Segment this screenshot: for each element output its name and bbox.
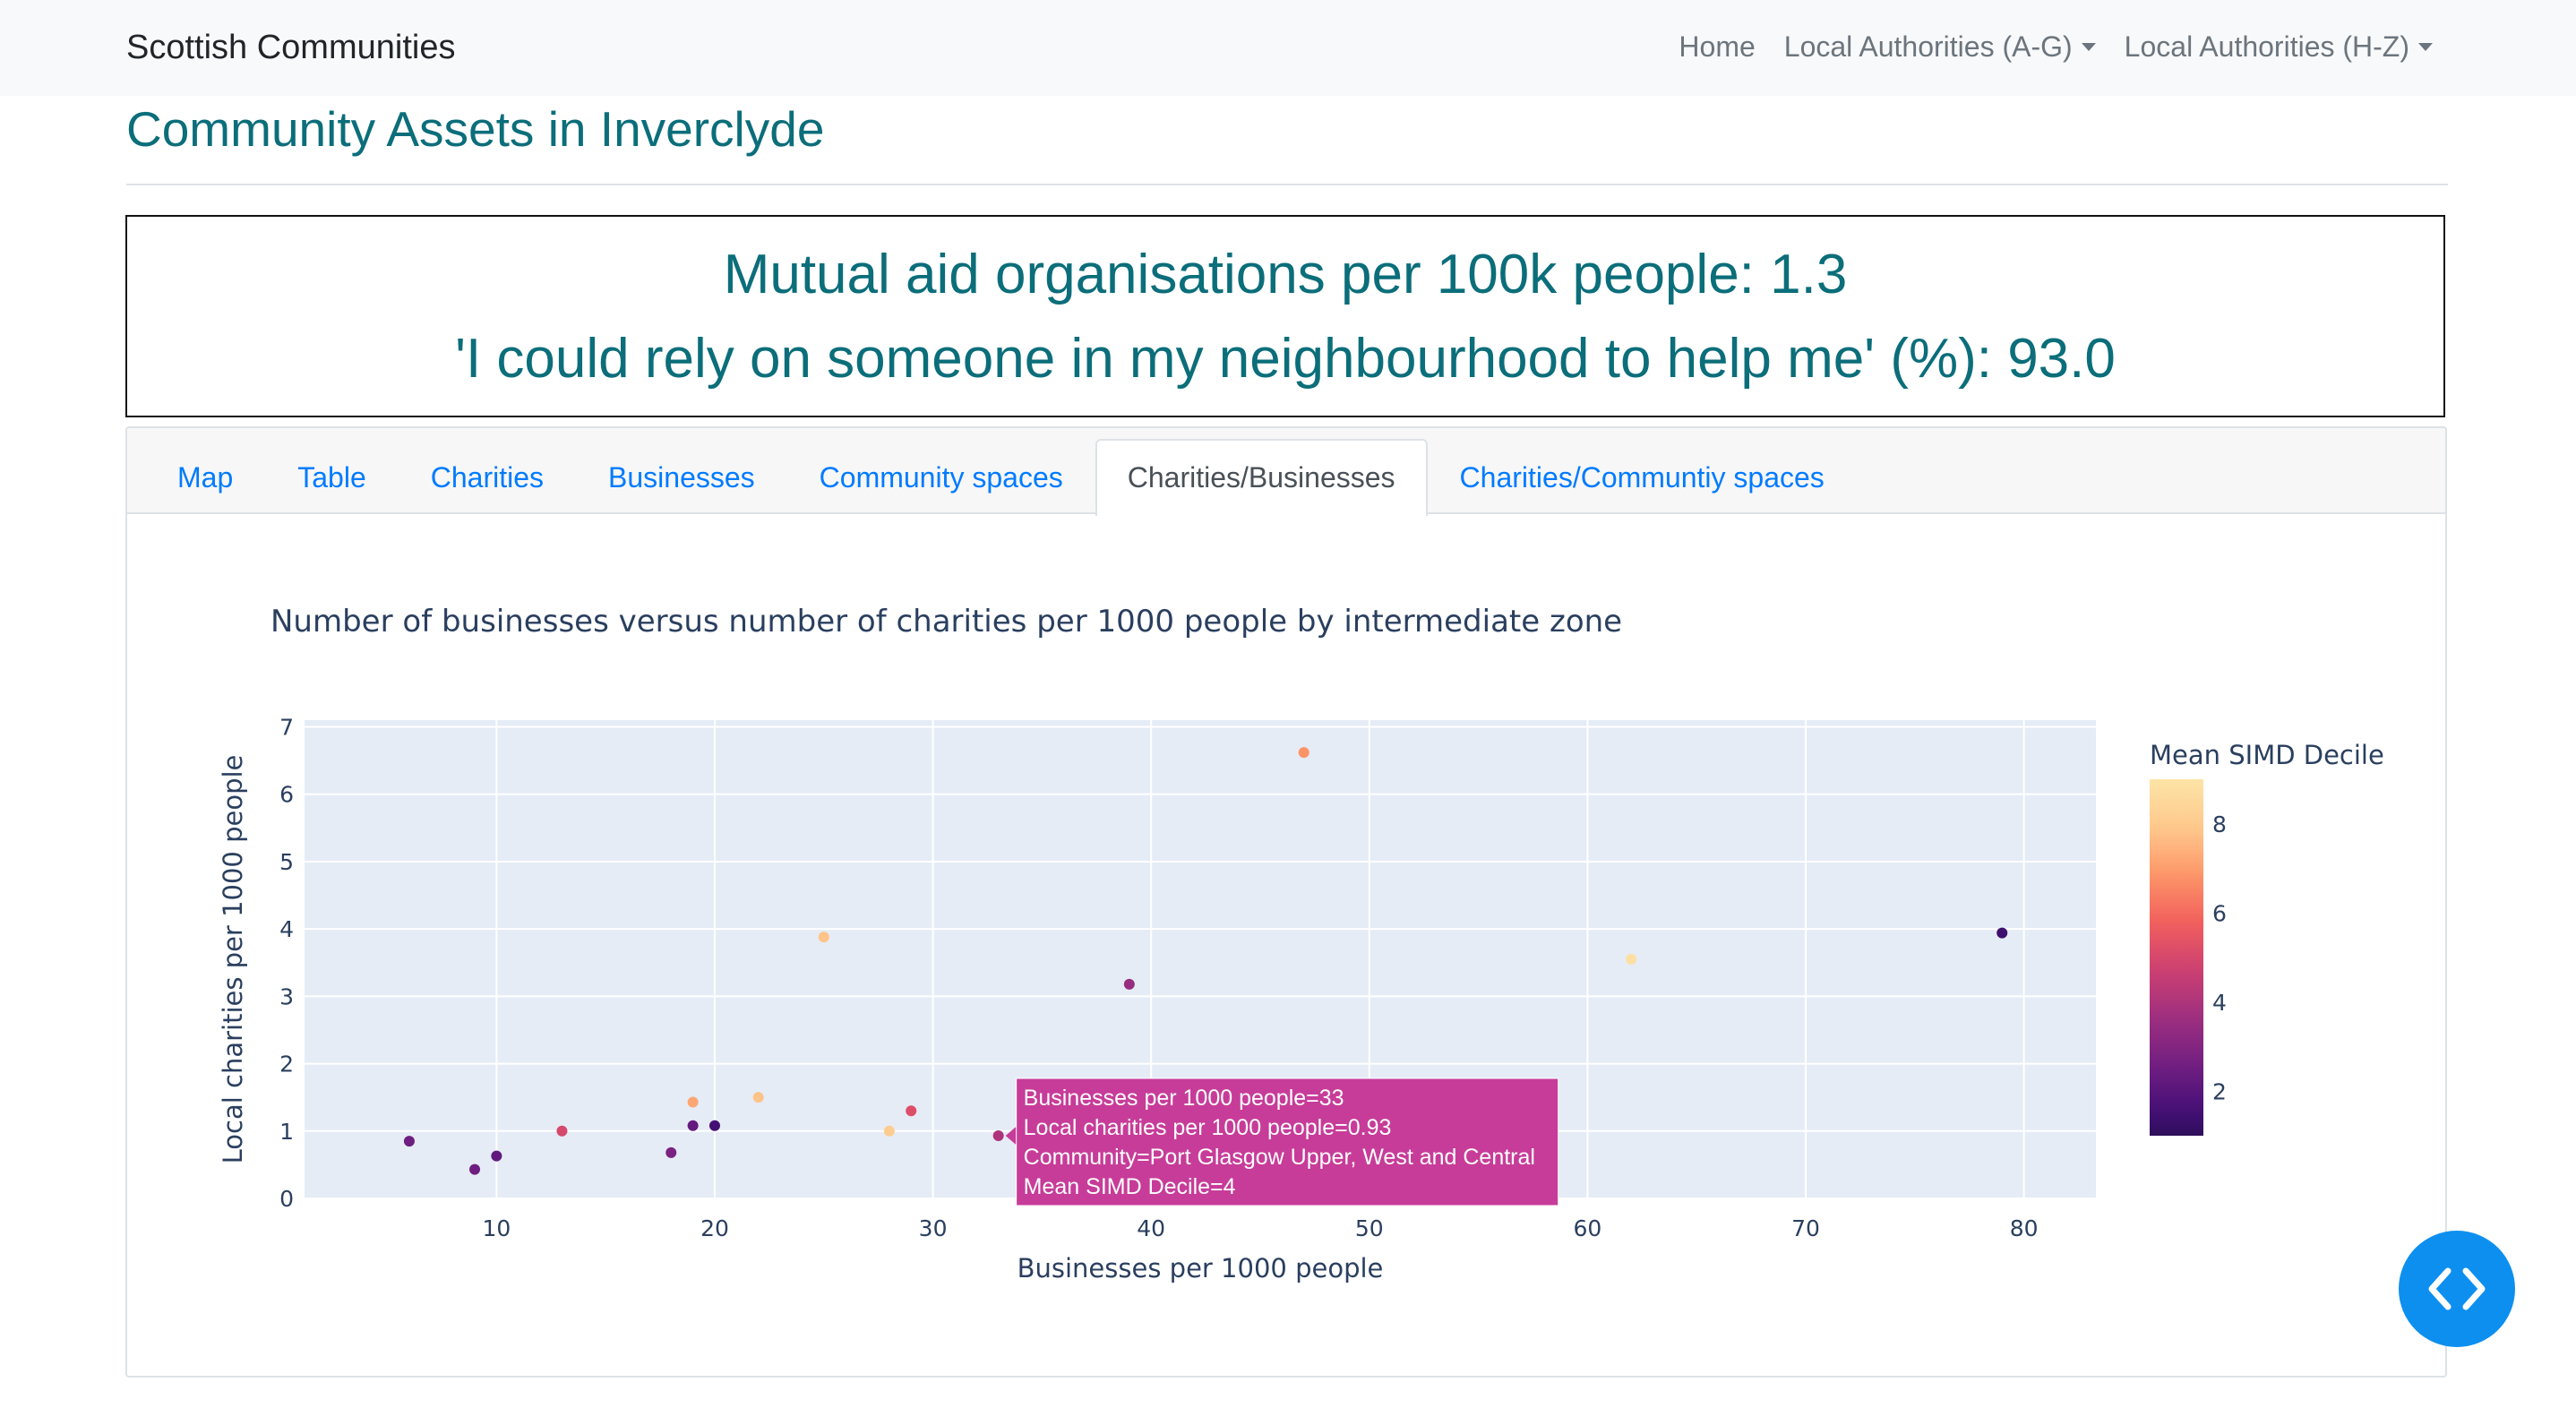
x-tick-label: 70 [1791, 1215, 1820, 1241]
x-tick-label: 20 [700, 1215, 729, 1241]
navbar-brand[interactable]: Scottish Communities [126, 29, 456, 66]
headline-box: Mutual aid organisations per 100k people… [125, 215, 2445, 417]
data-point [752, 1092, 764, 1103]
nav-links: Home Local Authorities (A-G) Local Autho… [1650, 27, 2433, 66]
y-tick-label: 4 [279, 916, 294, 942]
data-point [906, 1105, 917, 1117]
caret-down-icon [2081, 42, 2096, 51]
scatter-chart[interactable]: Number of businesses versus number of ch… [127, 428, 2447, 1378]
y-tick-label: 5 [279, 849, 294, 875]
hover-label-line: Local charities per 1000 people=0.93 [1024, 1115, 1392, 1140]
data-point [1626, 954, 1637, 965]
nav-authorities-h-z-label: Local Authorities (H-Z) [2124, 30, 2409, 63]
hover-label-line: Community=Port Glasgow Upper, West and C… [1024, 1145, 1535, 1170]
y-tick-label: 1 [279, 1119, 294, 1145]
data-point [665, 1146, 677, 1158]
colorbar-tick-label: 2 [2212, 1078, 2227, 1104]
colorbar [2150, 779, 2203, 1136]
data-point [1123, 978, 1135, 990]
data-point [687, 1120, 699, 1131]
colorbar-tick-label: 8 [2212, 811, 2227, 837]
chart-card: Map Table Charities Businesses Community spa… [125, 426, 2447, 1378]
x-tick-label: 10 [482, 1215, 511, 1241]
x-tick-label: 60 [1573, 1215, 1601, 1241]
tab-charities-businesses[interactable]: Charities/Businesses [1095, 439, 1428, 516]
x-axis-title: Businesses per 1000 people [1018, 1253, 1384, 1284]
data-point [818, 932, 829, 943]
hover-label-line: Businesses per 1000 people=33 [1024, 1086, 1344, 1111]
y-tick-label: 2 [279, 1052, 294, 1077]
tab-charities[interactable]: Charities [430, 461, 545, 494]
data-point [687, 1096, 699, 1108]
data-point [883, 1125, 895, 1137]
y-axis-title: Local charities per 1000 people [218, 755, 248, 1164]
navbar: Scottish Communities Home Local Authorit… [0, 0, 2576, 96]
neighbourhood-headline: 'I could rely on someone in my neighbour… [455, 328, 2116, 390]
tab-map[interactable]: Map [177, 461, 234, 494]
tab-businesses[interactable]: Businesses [608, 461, 755, 494]
y-tick-label: 0 [279, 1186, 294, 1212]
data-point [1298, 747, 1309, 759]
x-tick-label: 40 [1137, 1215, 1165, 1241]
code-icon [2428, 1267, 2486, 1310]
tab-charities-community-spaces[interactable]: Charities/Communtiy spaces [1459, 461, 1825, 494]
x-tick-label: 80 [2010, 1215, 2039, 1241]
y-tick-label: 3 [279, 983, 294, 1009]
nav-authorities-a-g-dropdown[interactable]: Local Authorities (A-G) [1784, 27, 2096, 66]
colorbar-tick-label: 4 [2212, 990, 2227, 1016]
hover-label-line: Mean SIMD Decile=4 [1024, 1174, 1236, 1199]
x-tick-label: 30 [919, 1215, 948, 1241]
data-point [1996, 927, 2008, 939]
page-title: Community Assets in Inverclyde [126, 101, 825, 157]
hover-pointer [1005, 1125, 1018, 1147]
colorbar-tick-label: 6 [2212, 900, 2227, 926]
title-divider [126, 184, 2448, 185]
caret-down-icon [2418, 42, 2433, 51]
x-tick-label: 50 [1355, 1215, 1384, 1241]
nav-home-label: Home [1679, 30, 1756, 63]
code-toggle-button[interactable] [2399, 1231, 2515, 1347]
y-tick-label: 7 [279, 715, 294, 741]
data-point [708, 1120, 720, 1131]
nav-authorities-a-g-label: Local Authorities (A-G) [1783, 30, 2073, 63]
tab-bar: Map Table Charities Businesses Community spa… [145, 439, 1857, 516]
y-tick-label: 6 [279, 782, 294, 808]
data-point [469, 1163, 481, 1175]
data-point [992, 1130, 1004, 1142]
data-point [556, 1125, 568, 1137]
chart-title: Number of businesses versus number of ch… [270, 604, 1622, 640]
nav-home-link[interactable]: Home [1679, 27, 1755, 66]
tab-community-spaces[interactable]: Community spaces [819, 461, 1063, 494]
data-point [491, 1150, 502, 1162]
tab-table[interactable]: Table [297, 461, 366, 494]
data-point [403, 1136, 415, 1147]
card-header: Map Table Charities Businesses Community spa… [127, 428, 2445, 516]
nav-authorities-h-z-dropdown[interactable]: Local Authorities (H-Z) [2125, 27, 2433, 66]
mutual-aid-headline: Mutual aid organisations per 100k people… [723, 244, 1848, 305]
hover-label-box [1016, 1077, 1559, 1206]
colorbar-title: Mean SIMD Decile [2150, 740, 2384, 770]
